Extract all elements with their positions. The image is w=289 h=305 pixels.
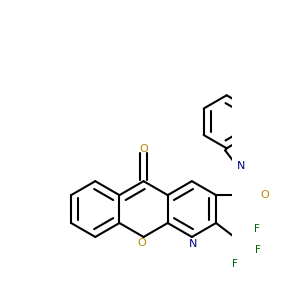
Text: F: F <box>232 259 238 269</box>
Text: N: N <box>188 239 197 249</box>
Text: F: F <box>254 224 260 234</box>
Text: N: N <box>237 161 245 171</box>
Text: O: O <box>260 190 269 200</box>
Text: O: O <box>139 144 148 154</box>
Text: F: F <box>255 245 261 255</box>
Text: O: O <box>137 238 146 248</box>
